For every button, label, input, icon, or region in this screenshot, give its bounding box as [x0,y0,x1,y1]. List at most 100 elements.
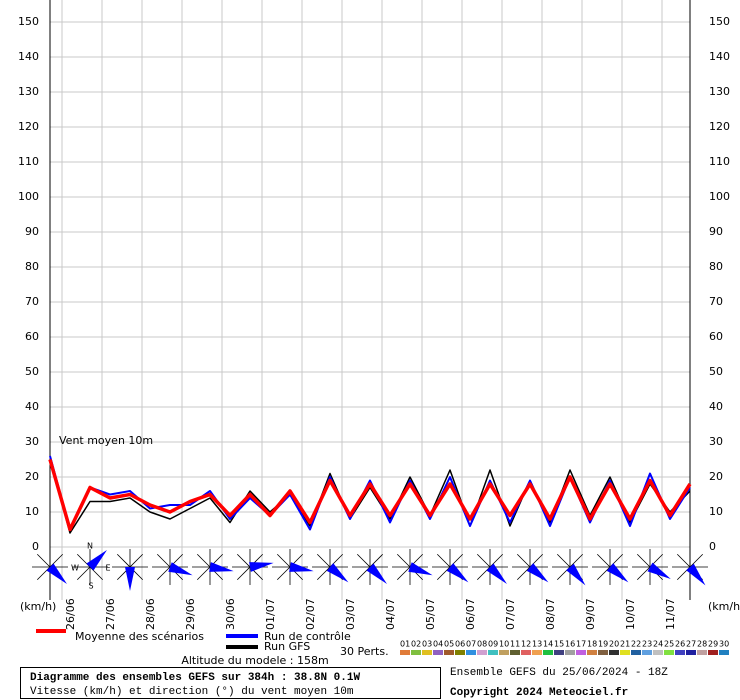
perturbation-swatch [719,650,729,655]
y-tick-label: 30 [25,435,39,448]
perturbation-label: 02 [411,640,421,649]
perturbation-label: 01 [400,640,410,649]
x-tick-label: 28/06 [144,598,157,630]
perturbation-swatch [631,650,641,655]
y-unit-right: (km/h) [708,600,740,613]
wind-direction [686,563,706,586]
wind-direction [86,550,107,571]
x-tick-label: 10/07 [624,598,637,630]
y-tick-label: 50 [709,365,723,378]
perturbation-label: 05 [444,640,454,649]
wind-direction [168,562,193,576]
perturbation-swatch [675,650,685,655]
perturbation-label: 22 [631,640,641,649]
perturbation-label: 09 [488,640,498,649]
perturbation-swatch [411,650,421,655]
copyright: Copyright 2024 Meteociel.fr [450,687,628,699]
perturbation-label: 17 [576,640,586,649]
wind-direction [566,563,586,586]
wind-direction [209,562,234,572]
perturbation-swatch [510,650,520,655]
perturbation-swatch [521,650,531,655]
x-tick-label: 30/06 [224,598,237,630]
perturbation-label: 18 [587,640,597,649]
run-info: Ensemble GEFS du 25/06/2024 - 18Z [450,667,668,679]
y-tick-label: 80 [709,260,723,273]
perturbation-swatch [444,650,454,655]
perturbation-label: 10 [499,640,509,649]
perturbation-swatch [543,650,553,655]
perturbation-label: 13 [532,640,542,649]
wind-direction [647,562,671,579]
y-tick-label: 140 [18,50,39,63]
y-tick-label: 120 [709,120,730,133]
y-tick-label: 130 [709,85,730,98]
wind-direction [249,562,274,572]
y-tick-label: 120 [18,120,39,133]
x-tick-label: 27/06 [104,598,117,630]
x-tick-label: 29/06 [184,598,197,630]
y-tick-label: 70 [25,295,39,308]
box-subtitle: Vitesse (km/h) et direction (°) du vent … [30,686,354,698]
y-tick-label: 10 [25,505,39,518]
legend-label: Run de contrôle [264,630,351,643]
wind-direction [125,567,135,591]
perturbation-label: 30 [719,640,729,649]
compass-letter: N [87,542,93,551]
y-tick-label: 60 [709,330,723,343]
compass-letter: E [105,564,110,573]
perturbation-swatch [609,650,619,655]
x-tick-label: 26/06 [64,598,77,630]
perturbation-label: 24 [653,640,663,649]
perturbation-swatch [664,650,674,655]
perturbation-label: 15 [554,640,564,649]
y-tick-label: 110 [709,155,730,168]
perturbation-label: 23 [642,640,652,649]
y-tick-label: 10 [709,505,723,518]
y-tick-label: 90 [709,225,723,238]
x-tick-label: 01/07 [264,598,277,630]
perturbation-label: 14 [543,640,553,649]
series-line [49,459,691,534]
y-tick-label: 100 [709,190,730,203]
y-tick-label: 150 [18,15,39,28]
y-tick-label: 130 [18,85,39,98]
wind-direction [486,563,507,584]
perturbation-swatch [565,650,575,655]
altitude: Altitude du modele : 158m [181,654,328,667]
wind-direction [526,563,549,583]
perturbation-swatch [587,650,597,655]
series-line [48,459,692,532]
y-unit-left: (km/h) [20,600,56,613]
x-tick-label: 02/07 [304,598,317,630]
x-tick-label: 07/07 [504,598,517,630]
compass-letter: W [71,564,79,573]
x-tick-label: 05/07 [424,598,437,630]
perturbation-label: 29 [708,640,718,649]
y-tick-label: 20 [709,470,723,483]
y-tick-label: 40 [25,400,39,413]
x-tick-label: 08/07 [544,598,557,630]
perturbation-swatch [400,650,410,655]
perturbation-label: 26 [675,640,685,649]
perturbation-label: 03 [422,640,432,649]
y-tick-label: 50 [25,365,39,378]
y-tick-label: 0 [709,540,716,553]
perturbation-label: 16 [565,640,575,649]
x-tick-label: 03/07 [344,598,357,630]
y-tick-label: 150 [709,15,730,28]
y-tick-label: 100 [18,190,39,203]
perturbation-label: 27 [686,640,696,649]
perturbations-label: 30 Perts. [340,645,389,658]
x-tick-label: 04/07 [384,598,397,630]
perturbation-swatch [620,650,630,655]
perturbation-label: 11 [510,640,520,649]
perturbation-swatch [576,650,586,655]
x-tick-label: 11/07 [664,598,677,630]
wind-direction [446,563,469,583]
y-tick-label: 20 [25,470,39,483]
perturbation-label: 04 [433,640,443,649]
info-box [20,667,441,699]
y-tick-label: 30 [709,435,723,448]
